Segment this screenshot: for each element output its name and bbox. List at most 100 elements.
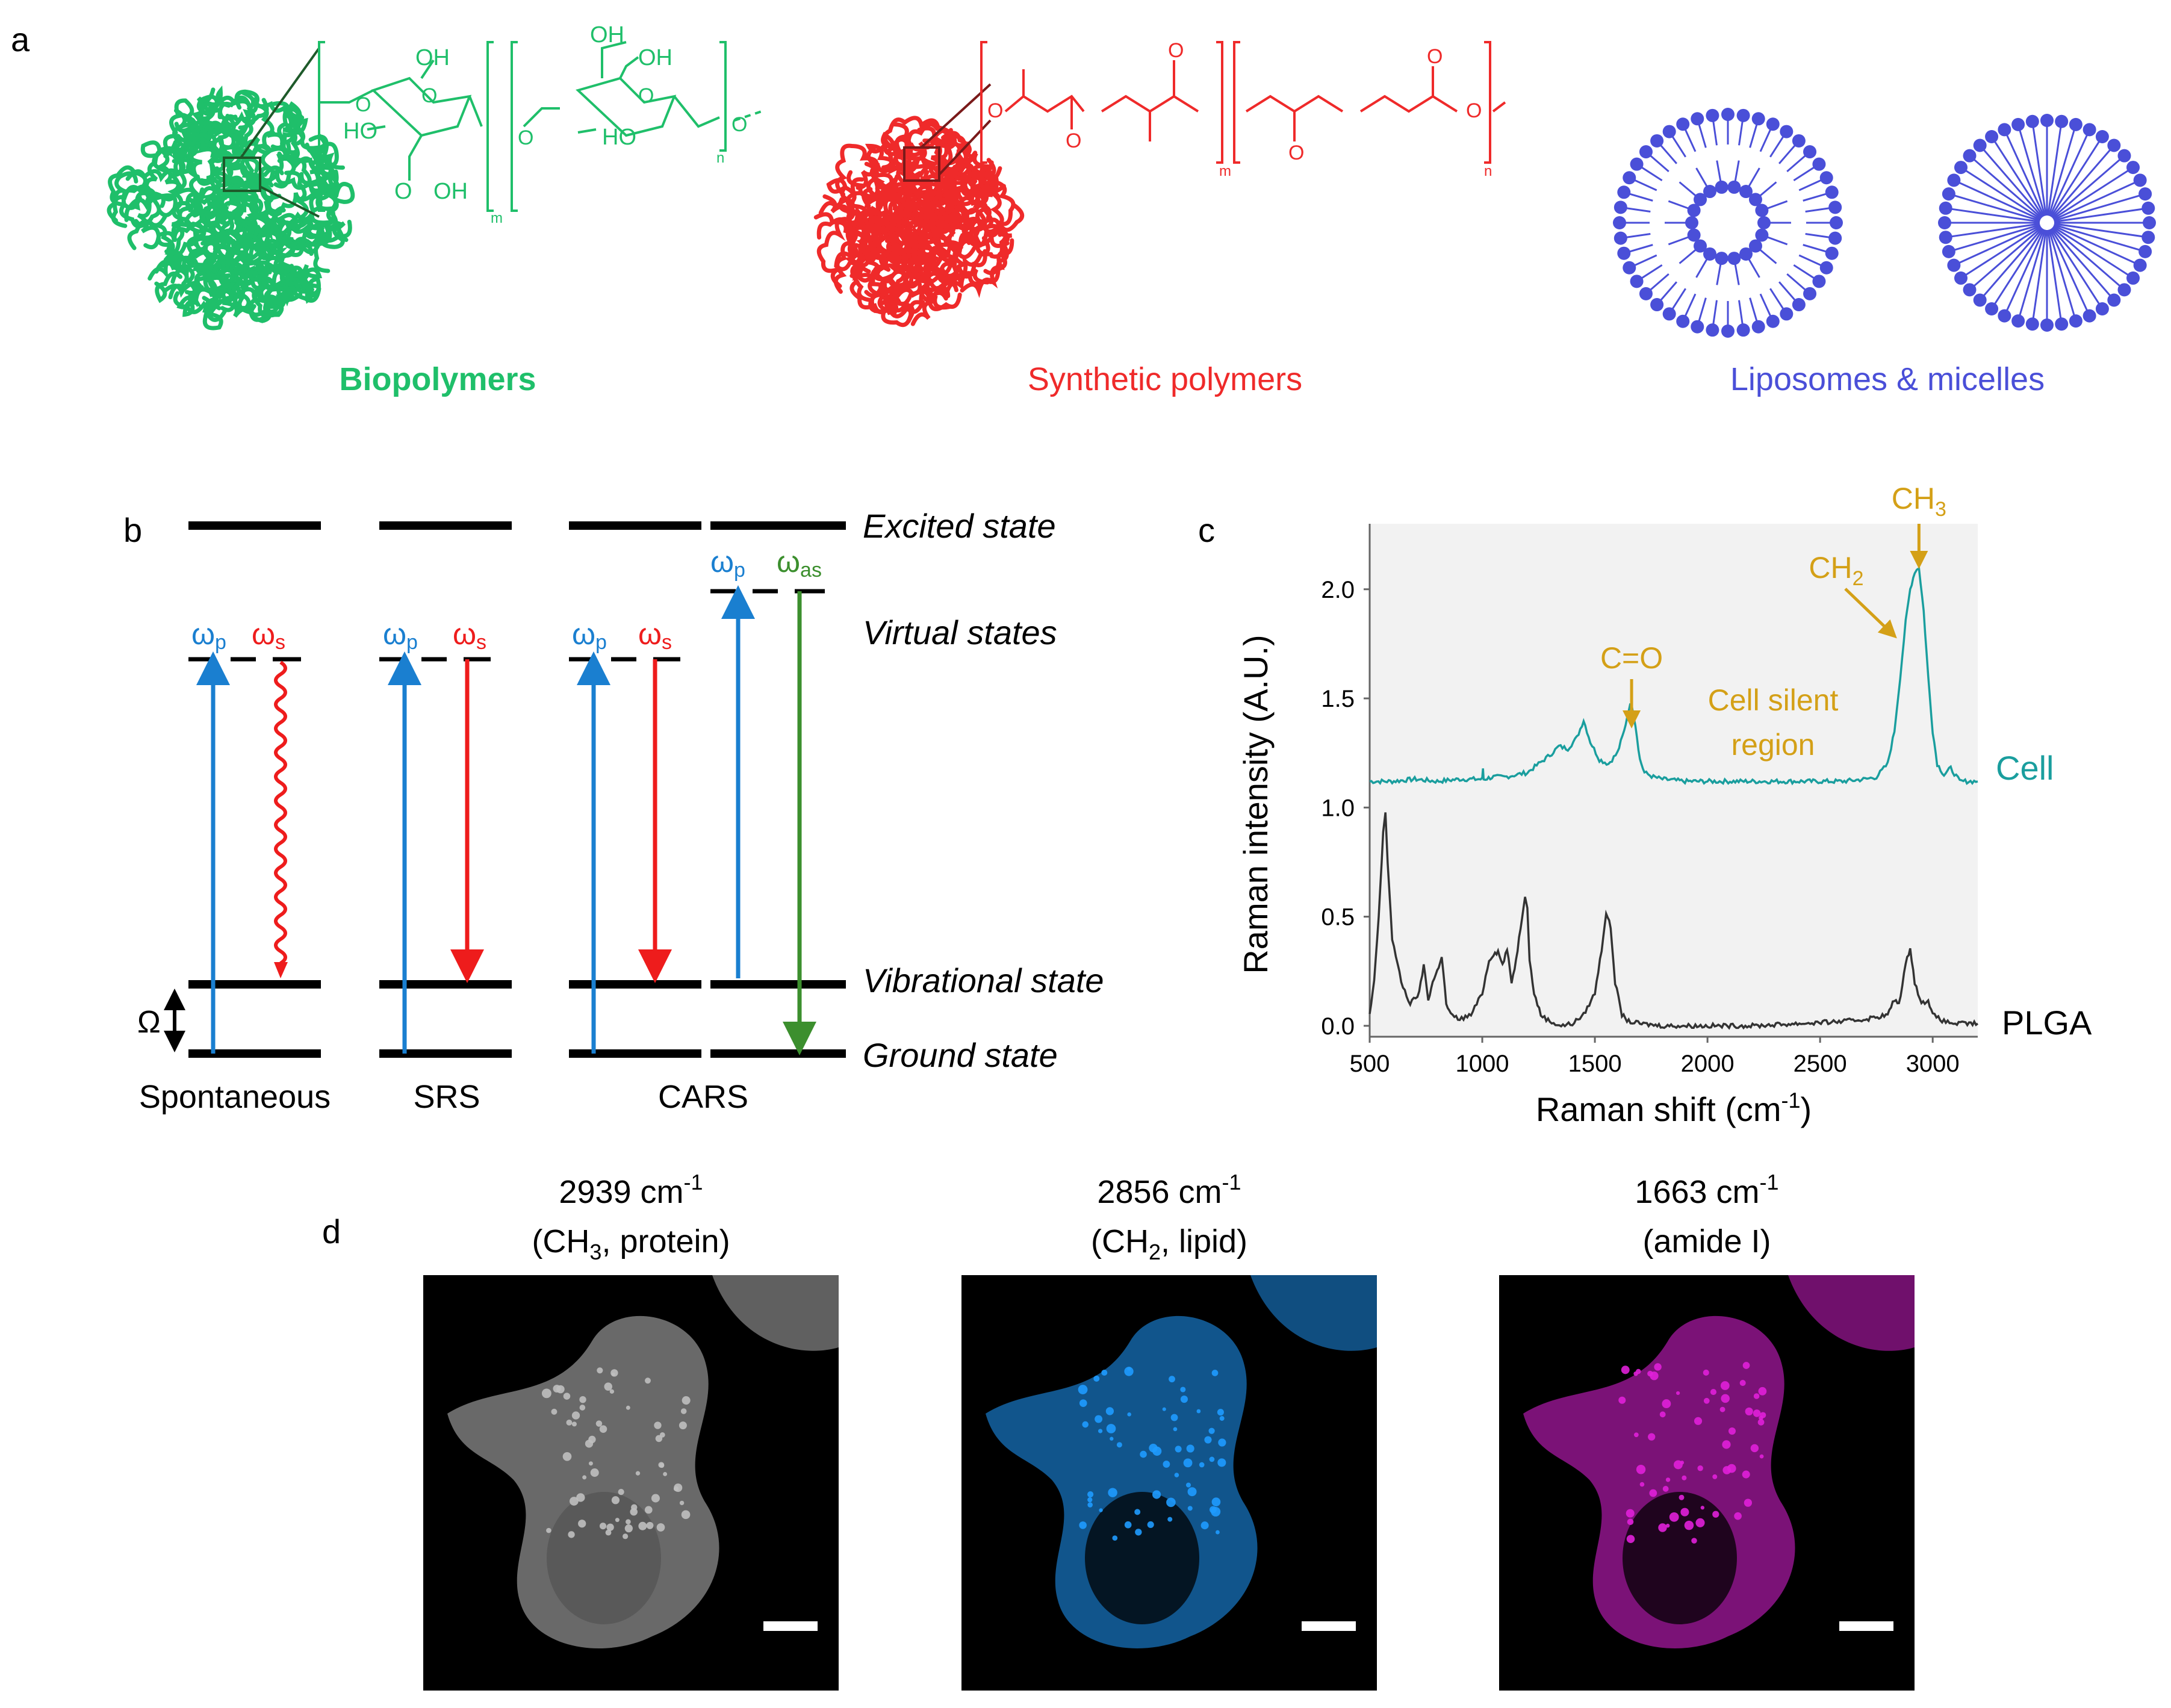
lipid-head: [1630, 157, 1644, 171]
coil-segment: [217, 95, 254, 151]
lipid-droplet: [1703, 1397, 1710, 1404]
annotation-arrow-ch2: [1844, 588, 1897, 639]
panel-b-label: b: [123, 511, 142, 549]
micelle-head: [1954, 161, 1968, 175]
lipid-head: [1623, 171, 1636, 185]
svg-text:O: O: [1466, 99, 1482, 122]
lipid-head: [1766, 314, 1780, 328]
lipid-droplet: [1627, 1518, 1634, 1526]
micelle-head: [1985, 129, 1999, 143]
micelle-head: [1998, 123, 2011, 137]
coil-segment: [905, 146, 951, 229]
cell-nucleus: [1623, 1492, 1737, 1624]
lipid-droplet: [1204, 1436, 1212, 1444]
lipid-droplet: [1626, 1535, 1635, 1544]
lipid-droplet: [1647, 1370, 1653, 1377]
lipid-head: [1715, 180, 1728, 194]
lipid-head: [1691, 320, 1704, 334]
lipid-head: [1792, 298, 1806, 312]
lipid-droplet: [576, 1493, 585, 1502]
y-tick-label: 1.5: [1321, 686, 1355, 712]
lipid-droplet: [1665, 1523, 1670, 1528]
lipid-droplet: [618, 1489, 624, 1495]
micelle-tail: [2050, 136, 2104, 217]
y-tick-label: 1.0: [1321, 795, 1355, 821]
lipid-droplet: [1087, 1497, 1093, 1503]
image-title-assignment: (CH2, lipid): [1091, 1223, 1247, 1264]
biopolymers-label: Biopolymers: [339, 361, 536, 397]
lipid-head: [1687, 228, 1701, 242]
lipid-droplet: [679, 1500, 685, 1506]
coil-segment: [196, 178, 219, 274]
coil-segment: [967, 238, 1014, 286]
lipid-droplet: [1082, 1421, 1089, 1428]
svg-text:OH: OH: [638, 45, 672, 70]
lipid-head: [1706, 108, 1719, 122]
coil-segment: [871, 214, 917, 259]
lipid-droplet: [1162, 1407, 1166, 1411]
lipid-head: [1825, 246, 1839, 260]
biopolymer-coil: [107, 85, 355, 331]
x-tick-label: 2500: [1794, 1051, 1847, 1077]
lipid-droplet: [1669, 1512, 1679, 1522]
coil-segment: [244, 143, 296, 188]
series-line-plga: [1368, 812, 1979, 1030]
lipid-droplet: [1684, 1520, 1694, 1530]
lipid-droplet: [1722, 1466, 1732, 1474]
lipid-head: [1694, 239, 1707, 253]
coil-segment: [273, 220, 345, 249]
lipid-head: [1792, 134, 1806, 148]
lipid-droplet: [1208, 1427, 1215, 1434]
svg-text:ωs: ωs: [252, 617, 285, 654]
lipid-droplet: [1087, 1502, 1093, 1508]
lipid-droplet: [1658, 1523, 1667, 1532]
lipid-head: [1751, 112, 1765, 126]
lipid-head: [1613, 200, 1627, 214]
lipid-head: [1803, 145, 1817, 159]
lipid-droplet: [579, 1405, 586, 1411]
lipid-droplet: [1079, 1399, 1087, 1407]
micelle-tail: [2052, 166, 2134, 220]
y-axis-label: Raman intensity (A.U.): [1237, 635, 1275, 974]
lipid-droplet: [1217, 1458, 1226, 1467]
coil-segment: [816, 217, 848, 288]
coil-segment: [256, 184, 310, 251]
lipid-droplet: [1180, 1387, 1186, 1393]
y-tick-label: 0.0: [1321, 1013, 1355, 1040]
micelle-head: [2095, 302, 2109, 316]
lipid-droplet: [585, 1439, 594, 1448]
micelle-tail: [1945, 223, 2040, 238]
lipid-droplet: [635, 1471, 641, 1476]
lipid-droplet: [1745, 1407, 1753, 1416]
lipid-droplet: [1180, 1396, 1188, 1403]
micelle-head: [2133, 258, 2147, 272]
micelle-tail: [2052, 226, 2134, 279]
series-line-cell: [1369, 566, 1978, 786]
micelle-tail: [2017, 124, 2046, 216]
micelle-head: [1998, 309, 2011, 323]
lipid-head: [1819, 261, 1833, 275]
x-tick-label: 500: [1350, 1051, 1390, 1077]
svg-text:OH: OH: [433, 179, 468, 204]
lipid-droplet: [1639, 1482, 1645, 1487]
micelle-tail: [2052, 226, 2125, 291]
svg-text:O: O: [1168, 39, 1184, 62]
lipid-droplet: [1183, 1458, 1193, 1468]
lipid-droplet: [1187, 1487, 1197, 1497]
cell-nucleus: [547, 1492, 661, 1624]
panel-d-label: d: [322, 1213, 341, 1250]
annotation-co: C=O: [1600, 641, 1663, 675]
coil-segment: [157, 193, 241, 228]
lipid-droplet: [1211, 1506, 1221, 1517]
coil-segment: [196, 95, 252, 131]
micelle-head: [1942, 244, 1955, 258]
micelle-tail: [2049, 129, 2090, 217]
lipid-droplet: [1116, 1442, 1122, 1448]
lipid-droplet: [599, 1523, 607, 1530]
x-tick-label: 3000: [1906, 1051, 1960, 1077]
lipid-droplet: [1760, 1412, 1766, 1418]
micelle-tail: [2054, 223, 2149, 238]
omega-label: Ω: [137, 1005, 161, 1040]
lipid-droplet: [597, 1367, 603, 1374]
